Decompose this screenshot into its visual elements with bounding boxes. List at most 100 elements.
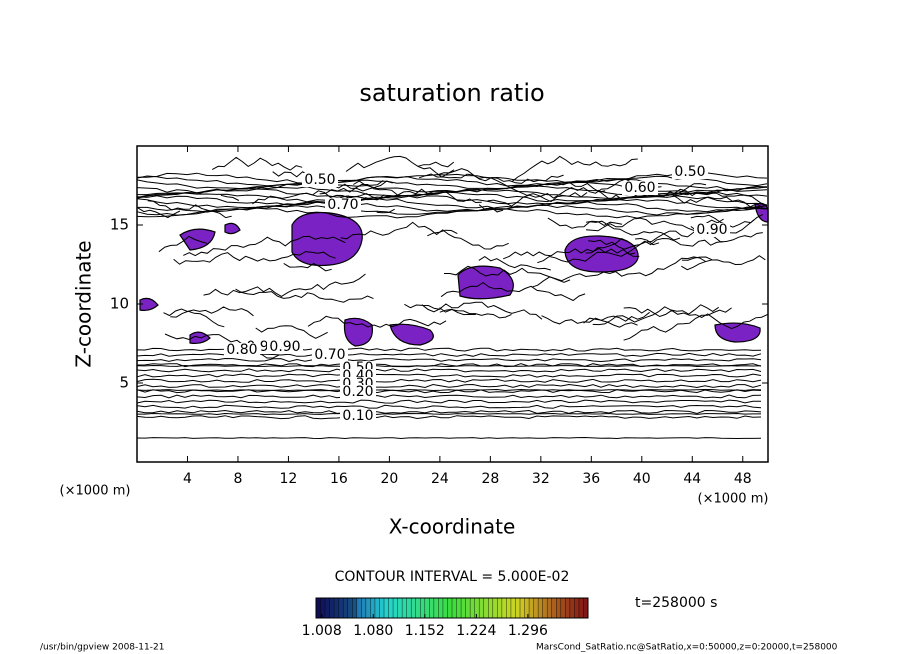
colorbar-cell [578, 598, 584, 618]
contour-line [136, 399, 762, 404]
colorbar-cell [338, 598, 344, 618]
colorbar-cell [365, 598, 371, 618]
colorbar-cell [334, 598, 339, 618]
contour-line [503, 247, 636, 260]
contour-line [136, 373, 762, 378]
x-tick-label: 24 [431, 471, 449, 487]
x-unit-label: (×1000 m) [60, 484, 131, 499]
contour-label: 0.70 [327, 197, 358, 213]
colorbar-cell [316, 598, 321, 618]
colorbar: 1.008 1.080 1.152 1.224 1.296 [302, 597, 589, 639]
contour-label-bg [325, 198, 361, 212]
x-tick-label: 28 [481, 471, 499, 487]
colorbar-cell [574, 598, 580, 618]
contour-line [136, 191, 768, 203]
colorbar-cell [560, 598, 566, 618]
colorbar-cell [501, 598, 507, 618]
contour-line [136, 178, 768, 191]
y-tick-label: 15 [110, 216, 129, 234]
x-tick-label: 48 [734, 471, 752, 487]
colorbar-cell [379, 598, 385, 618]
colorbar-cell [492, 598, 498, 618]
colorbar-cell [547, 598, 553, 618]
contour-line [183, 235, 346, 257]
colorbar-cell [497, 598, 503, 618]
contour-line [136, 394, 762, 399]
contour-line [427, 229, 458, 237]
y-tick-label: 5 [119, 374, 129, 392]
colorbar-cell [556, 598, 562, 618]
colorbar-cell [542, 598, 548, 618]
contour-label: 0.90 [696, 222, 727, 238]
contour-line [147, 200, 232, 219]
colorbar-cell [325, 598, 330, 618]
colorbar-cell [406, 598, 412, 618]
contour-line [136, 207, 768, 219]
contour-line [547, 217, 681, 241]
footer-left: /usr/bin/gpview 2008-11-21 [40, 643, 164, 653]
colorbar-cell [529, 598, 534, 618]
colorbar-cell [329, 598, 335, 618]
contour-line [136, 363, 762, 368]
contour-line [417, 161, 455, 168]
contour-line [203, 273, 366, 297]
contour-line [136, 378, 762, 383]
colorbar-cell [470, 598, 475, 618]
x-tick-label: 16 [330, 471, 348, 487]
x-tick-label: 32 [532, 471, 550, 487]
contour-line [440, 281, 586, 302]
contour-label: 0.50 [304, 172, 335, 188]
colorbar-cell [370, 598, 376, 618]
contour-line [681, 255, 766, 271]
contour-interval: CONTOUR INTERVAL = 5.000E-02 [335, 569, 570, 585]
contour-line [439, 308, 476, 316]
contour-line [531, 256, 706, 288]
contour-label-bg [340, 409, 376, 423]
contour-line [211, 156, 303, 171]
contour-line [592, 304, 719, 326]
contour-label: 0.80 [226, 342, 257, 358]
colorbar-cell [429, 598, 435, 618]
contour-line [136, 357, 762, 363]
colorbar-cell [442, 598, 448, 618]
contour-line [136, 172, 768, 184]
colorbar-cell [465, 598, 471, 618]
colorbar-cell [510, 598, 516, 618]
contour-line [319, 184, 482, 204]
x-unit-label: (×1000 m) [698, 492, 769, 507]
colorbar-cell [452, 598, 457, 618]
colorbar-cell [483, 598, 489, 618]
colorbar-cell [438, 598, 444, 618]
x-tick-label: 44 [683, 471, 701, 487]
contour-line [283, 262, 332, 272]
colorbar-cell [384, 598, 389, 618]
colorbar-cell [474, 598, 480, 618]
contour-line [307, 315, 447, 328]
contour-line [136, 409, 762, 415]
contour-line [537, 251, 640, 264]
contour-line [136, 368, 762, 373]
contour-line [158, 235, 208, 253]
contour-line [220, 194, 240, 201]
contour-line [635, 237, 660, 246]
colorbar-cell [565, 598, 571, 618]
contour-line [586, 220, 623, 226]
contour-line [136, 388, 762, 392]
y-tick-label: 10 [110, 295, 129, 313]
x-tick-label: 20 [380, 471, 398, 487]
contour-line [444, 265, 571, 283]
contour-line [136, 389, 762, 394]
contour-line [418, 173, 588, 203]
colorbar-tick-label: 1.224 [456, 623, 496, 639]
contour-line [439, 307, 512, 319]
contour-line [136, 404, 762, 409]
contour-line [345, 155, 455, 178]
colorbar-cell [420, 598, 426, 618]
contour-line [255, 325, 328, 339]
colorbar-cell [411, 598, 417, 618]
contour-label: 0.50 [674, 164, 705, 180]
contour-line [623, 307, 768, 330]
x-tick-label: 36 [582, 471, 600, 487]
contour-line [173, 251, 336, 265]
x-tick-label: 40 [633, 471, 651, 487]
